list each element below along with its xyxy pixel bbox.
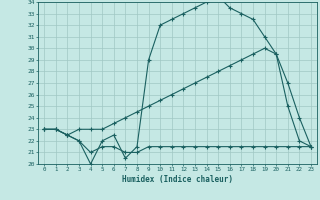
X-axis label: Humidex (Indice chaleur): Humidex (Indice chaleur) — [122, 175, 233, 184]
